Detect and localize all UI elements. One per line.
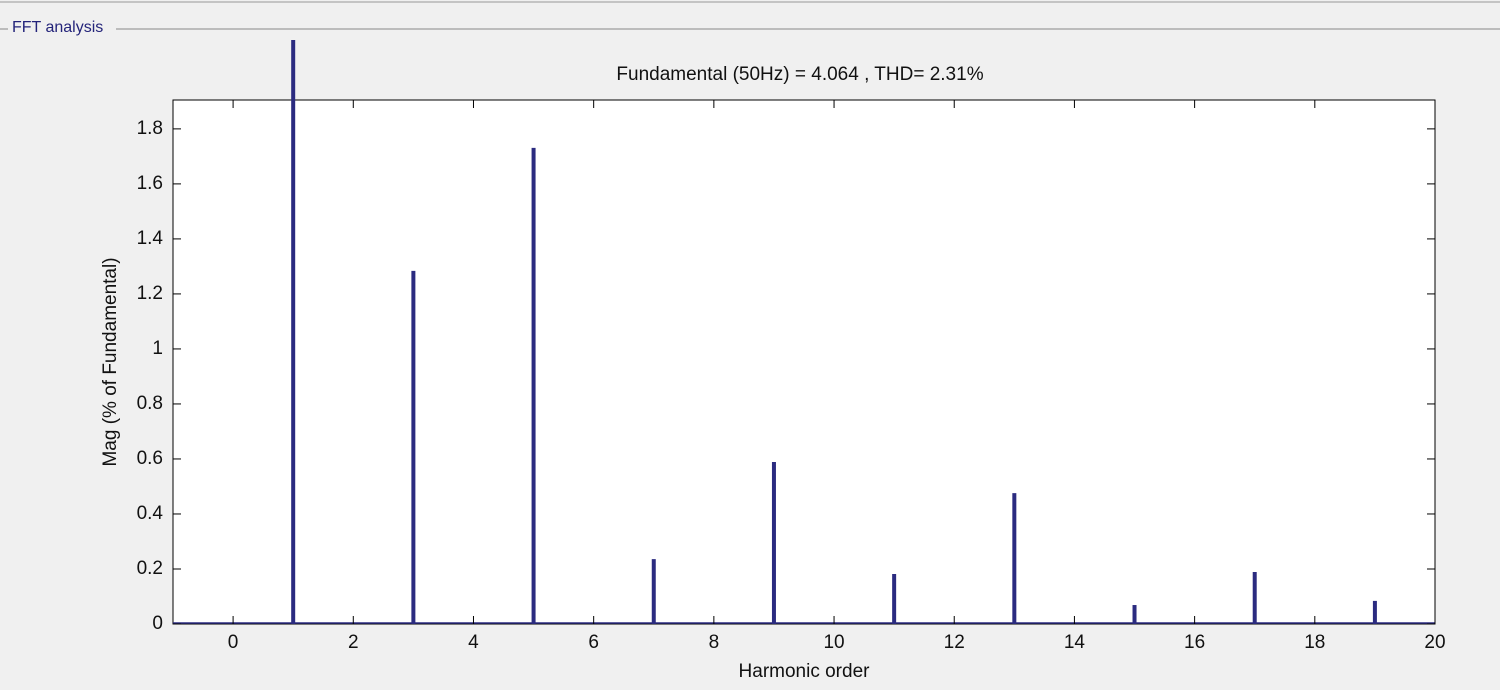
x-tick-label: 6 xyxy=(588,632,599,653)
group-label-bg xyxy=(8,18,116,40)
y-tick-label: 1.4 xyxy=(137,228,164,249)
x-tick-label: 14 xyxy=(1064,632,1086,653)
y-tick-label: 0.6 xyxy=(137,448,163,469)
y-tick-label: 1.8 xyxy=(137,118,163,139)
plot-area xyxy=(172,99,1436,625)
y-tick-label: 1.6 xyxy=(137,173,163,194)
x-tick-label: 16 xyxy=(1184,632,1205,653)
x-tick-label: 8 xyxy=(709,632,720,653)
y-tick-label: 0.2 xyxy=(137,558,163,579)
chart-title: Fundamental (50Hz) = 4.064 , THD= 2.31% xyxy=(616,64,983,85)
x-tick-label: 10 xyxy=(823,632,844,653)
x-tick-label: 4 xyxy=(468,632,479,653)
group-label: FFT analysis xyxy=(12,19,103,36)
y-tick-label: 1 xyxy=(152,338,163,359)
y-tick-label: 0.4 xyxy=(137,503,164,524)
y-tick-label: 0 xyxy=(152,613,163,634)
y-tick-label: 0.8 xyxy=(137,393,163,414)
x-tick-label: 2 xyxy=(348,632,359,653)
x-tick-label: 0 xyxy=(228,632,239,653)
y-axis-label: Mag (% of Fundamental) xyxy=(100,257,121,466)
y-tick-label: 1.2 xyxy=(137,283,163,304)
x-axis-label: Harmonic order xyxy=(739,661,871,682)
x-tick-label: 18 xyxy=(1304,632,1325,653)
x-tick-label: 20 xyxy=(1424,632,1445,653)
x-tick-label: 12 xyxy=(944,632,965,653)
